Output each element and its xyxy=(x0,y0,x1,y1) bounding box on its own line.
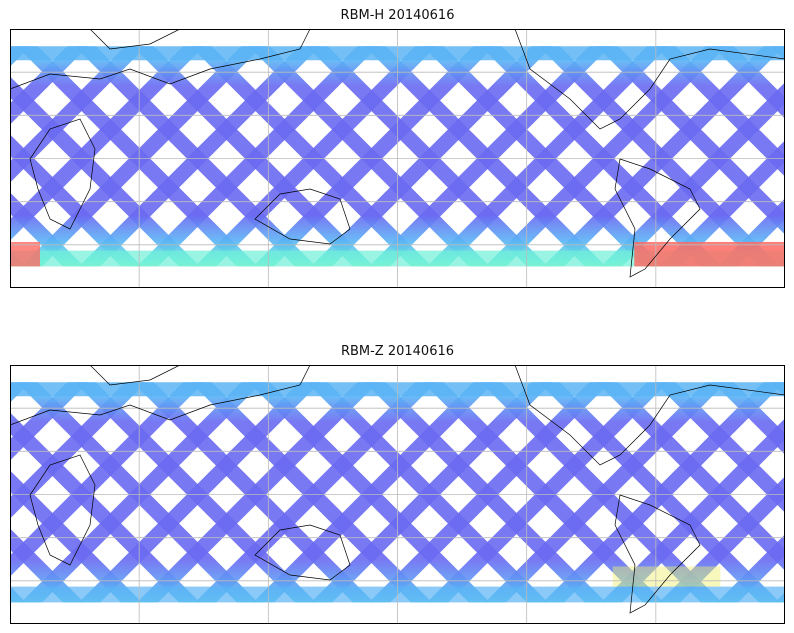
high-region xyxy=(10,241,40,267)
coastline xyxy=(254,188,351,245)
coastline xyxy=(29,454,96,566)
coastline xyxy=(254,524,351,581)
mid-region xyxy=(612,566,721,587)
axes-frame xyxy=(10,29,785,288)
coastline xyxy=(614,494,701,614)
coastline xyxy=(10,365,311,426)
map-panel-rbm-z xyxy=(10,365,785,624)
coastline xyxy=(614,158,701,278)
panel-title-rbm-h: RBM-H 20140616 xyxy=(340,8,455,23)
high-region xyxy=(634,241,785,267)
panel-title-rbm-z: RBM-Z 20140616 xyxy=(340,344,455,359)
coastline xyxy=(10,29,311,90)
coastline xyxy=(89,29,181,50)
map-panel-rbm-h xyxy=(10,29,785,288)
coastline xyxy=(89,365,181,386)
coastline xyxy=(514,29,785,130)
coastline xyxy=(29,118,96,230)
axes-frame xyxy=(10,365,785,624)
coastline xyxy=(514,365,785,466)
